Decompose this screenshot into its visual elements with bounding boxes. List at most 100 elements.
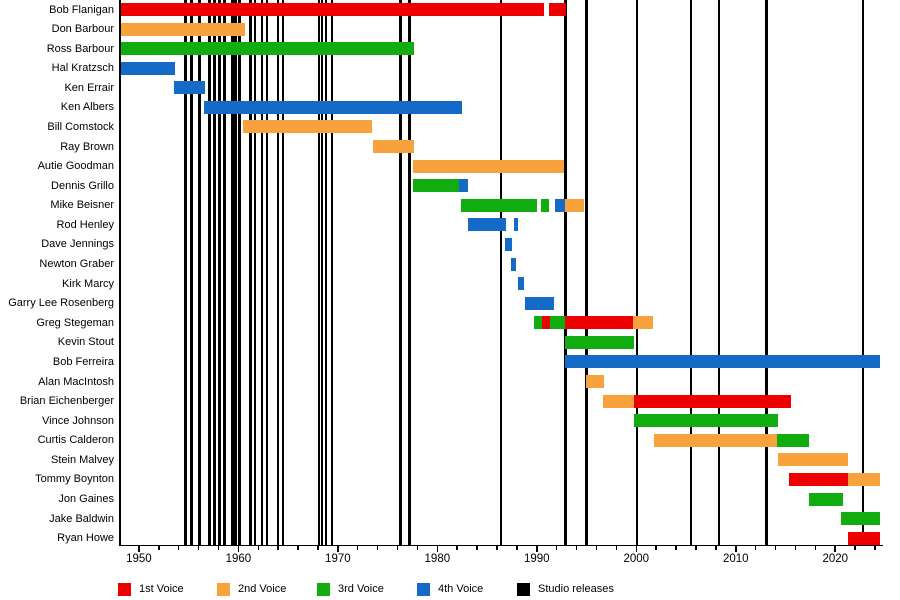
member-label: Ryan Howe — [57, 532, 114, 545]
major-tick — [635, 545, 638, 552]
minor-tick — [277, 545, 279, 550]
studio-release-line — [198, 0, 201, 545]
member-label: Dennis Grillo — [51, 179, 114, 192]
studio-release-line — [223, 0, 226, 545]
tenure-bar-3rd — [564, 335, 635, 349]
minor-tick — [715, 545, 717, 550]
tenure-bar-4th — [468, 218, 506, 232]
studio-release-line — [408, 0, 411, 545]
minor-tick — [496, 545, 498, 550]
member-label: Jon Gaines — [58, 493, 114, 505]
minor-tick — [555, 545, 558, 550]
member-label: Stein Malvey — [51, 453, 114, 466]
member-label: Brian Eichenberger — [19, 395, 114, 408]
x-axis-line — [119, 544, 883, 547]
studio-release-line — [765, 0, 768, 545]
x-tick-label: 2010 — [722, 553, 749, 565]
tenure-bar-1st — [548, 3, 566, 16]
member-label: Ray Brown — [60, 140, 114, 153]
member-label: Kirk Marcy — [62, 277, 114, 290]
tenure-bar-2nd — [633, 316, 654, 330]
y-axis-line — [119, 0, 121, 546]
member-label: Alan MacIntosh — [38, 375, 114, 388]
minor-tick — [695, 545, 697, 550]
legend-swatch-3rd-voice — [317, 583, 330, 596]
minor-tick — [794, 545, 797, 550]
minor-tick — [297, 545, 299, 550]
member-label: Autie Goodman — [37, 160, 114, 173]
tenure-bar-1st — [789, 472, 849, 486]
studio-release-line — [324, 0, 328, 545]
tenure-bar-4th — [510, 257, 516, 271]
studio-release-line — [190, 0, 193, 545]
tenure-bar-4th — [554, 198, 565, 212]
minor-tick — [516, 545, 518, 550]
minor-tick — [774, 545, 777, 550]
tenure-bar-3rd — [533, 316, 542, 330]
legend-label: Studio releases — [538, 583, 614, 595]
studio-release-line — [234, 0, 237, 545]
minor-tick — [476, 545, 478, 550]
legend-swatch-1st-voice — [118, 583, 131, 596]
tenure-bar-3rd — [776, 433, 810, 447]
tenure-bar-4th — [564, 355, 880, 369]
member-label: Hal Kratzsch — [51, 62, 114, 75]
legend-label: 1st Voice — [139, 583, 184, 595]
studio-release-line — [585, 0, 588, 545]
minor-tick — [356, 545, 359, 550]
x-tick-label: 1960 — [225, 553, 252, 565]
tenure-bar-2nd — [372, 140, 415, 154]
x-tick-label: 1970 — [325, 553, 351, 565]
member-label: Bill Comstock — [47, 120, 114, 133]
studio-release-line — [399, 0, 402, 545]
minor-tick — [416, 545, 419, 550]
tenure-bar-2nd — [777, 453, 849, 467]
minor-tick — [197, 545, 200, 550]
minor-tick — [257, 545, 260, 550]
tenure-bar-1st — [634, 394, 792, 408]
tenure-bar-1st — [120, 3, 544, 16]
studio-release-line — [238, 0, 241, 545]
major-tick — [237, 545, 240, 552]
tenure-bar-3rd — [413, 179, 460, 193]
studio-release-line — [249, 0, 252, 545]
member-label: Ross Barbour — [46, 42, 114, 55]
tenure-bar-4th — [524, 296, 554, 310]
minor-tick — [814, 545, 817, 550]
member-label: Rod Henley — [56, 218, 114, 231]
member-label: Jake Baldwin — [49, 512, 114, 525]
tenure-bar-2nd — [848, 472, 880, 486]
member-label: Vince Johnson — [42, 414, 114, 427]
major-tick — [834, 545, 836, 552]
tenure-bar-1st — [564, 316, 634, 330]
member-label: Bob Flanigan — [49, 3, 114, 16]
tenure-bar-3rd — [540, 198, 549, 212]
tenure-bar-3rd — [634, 414, 778, 428]
legend-swatch-4th-voice — [417, 583, 430, 596]
minor-tick — [615, 545, 618, 550]
legend-swatch-2nd-voice — [217, 583, 230, 596]
x-tick-label: 1990 — [524, 553, 550, 565]
tenure-bar-4th — [504, 237, 512, 251]
tenure-bar-4th — [459, 179, 469, 193]
studio-release-line — [717, 0, 721, 545]
studio-release-line — [184, 0, 187, 545]
x-tick-label: 1950 — [126, 553, 152, 565]
major-tick — [138, 545, 140, 552]
tenure-bar-3rd — [841, 512, 880, 526]
tenure-bar-3rd — [120, 42, 415, 56]
minor-tick — [874, 545, 876, 550]
x-tick-label: 2020 — [822, 553, 849, 565]
legend-swatch-studio-releases — [517, 583, 530, 596]
member-label: Curtis Calderon — [37, 434, 114, 447]
studio-release-line — [254, 0, 257, 545]
major-tick — [735, 545, 737, 552]
tenure-bar-2nd — [654, 433, 777, 447]
tenure-bar-2nd — [564, 198, 584, 212]
minor-tick — [854, 545, 856, 550]
studio-release-line — [689, 0, 693, 545]
tenure-bar-3rd — [809, 492, 844, 506]
major-tick — [536, 545, 538, 552]
minor-tick — [177, 545, 180, 550]
tenure-bar-3rd — [549, 316, 565, 330]
